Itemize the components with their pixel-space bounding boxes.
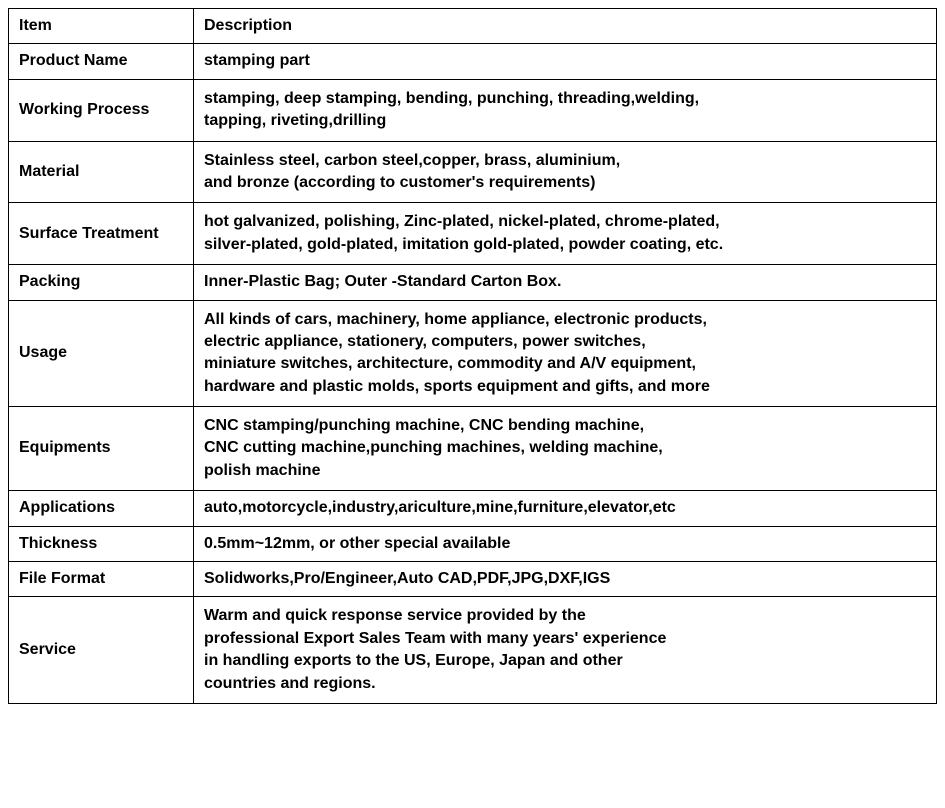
- row-value-surface-treatment: hot galvanized, polishing, Zinc-plated, …: [194, 203, 937, 265]
- row-label-packing: Packing: [9, 265, 194, 300]
- table-row: File Format Solidworks,Pro/Engineer,Auto…: [9, 562, 937, 597]
- table-row: Material Stainless steel, carbon steel,c…: [9, 141, 937, 203]
- table-row: Equipments CNC stamping/punching machine…: [9, 407, 937, 491]
- row-label-file-format: File Format: [9, 562, 194, 597]
- row-value-service: Warm and quick response service provided…: [194, 597, 937, 704]
- row-value-packing: Inner-Plastic Bag; Outer -Standard Carto…: [194, 265, 937, 300]
- row-label-equipments: Equipments: [9, 407, 194, 491]
- row-value-thickness: 0.5mm~12mm, or other special available: [194, 526, 937, 561]
- row-value-file-format: Solidworks,Pro/Engineer,Auto CAD,PDF,JPG…: [194, 562, 937, 597]
- specification-table: Item Description Product Name stamping p…: [8, 8, 937, 704]
- table-row: Applications auto,motorcycle,industry,ar…: [9, 491, 937, 526]
- row-label-surface-treatment: Surface Treatment: [9, 203, 194, 265]
- table-header-row: Item Description: [9, 9, 937, 44]
- table-row: Surface Treatment hot galvanized, polish…: [9, 203, 937, 265]
- header-description: Description: [194, 9, 937, 44]
- row-value-usage: All kinds of cars, machinery, home appli…: [194, 300, 937, 407]
- row-value-material: Stainless steel, carbon steel,copper, br…: [194, 141, 937, 203]
- row-label-product-name: Product Name: [9, 44, 194, 79]
- row-value-equipments: CNC stamping/punching machine, CNC bendi…: [194, 407, 937, 491]
- row-label-service: Service: [9, 597, 194, 704]
- table-row: Product Name stamping part: [9, 44, 937, 79]
- row-label-usage: Usage: [9, 300, 194, 407]
- row-label-working-process: Working Process: [9, 79, 194, 141]
- table-row: Thickness 0.5mm~12mm, or other special a…: [9, 526, 937, 561]
- header-item: Item: [9, 9, 194, 44]
- row-value-applications: auto,motorcycle,industry,ariculture,mine…: [194, 491, 937, 526]
- row-label-applications: Applications: [9, 491, 194, 526]
- row-value-product-name: stamping part: [194, 44, 937, 79]
- table-row: Service Warm and quick response service …: [9, 597, 937, 704]
- row-value-working-process: stamping, deep stamping, bending, punchi…: [194, 79, 937, 141]
- table-row: Working Process stamping, deep stamping,…: [9, 79, 937, 141]
- row-label-material: Material: [9, 141, 194, 203]
- row-label-thickness: Thickness: [9, 526, 194, 561]
- table-row: Packing Inner-Plastic Bag; Outer -Standa…: [9, 265, 937, 300]
- table-row: Usage All kinds of cars, machinery, home…: [9, 300, 937, 407]
